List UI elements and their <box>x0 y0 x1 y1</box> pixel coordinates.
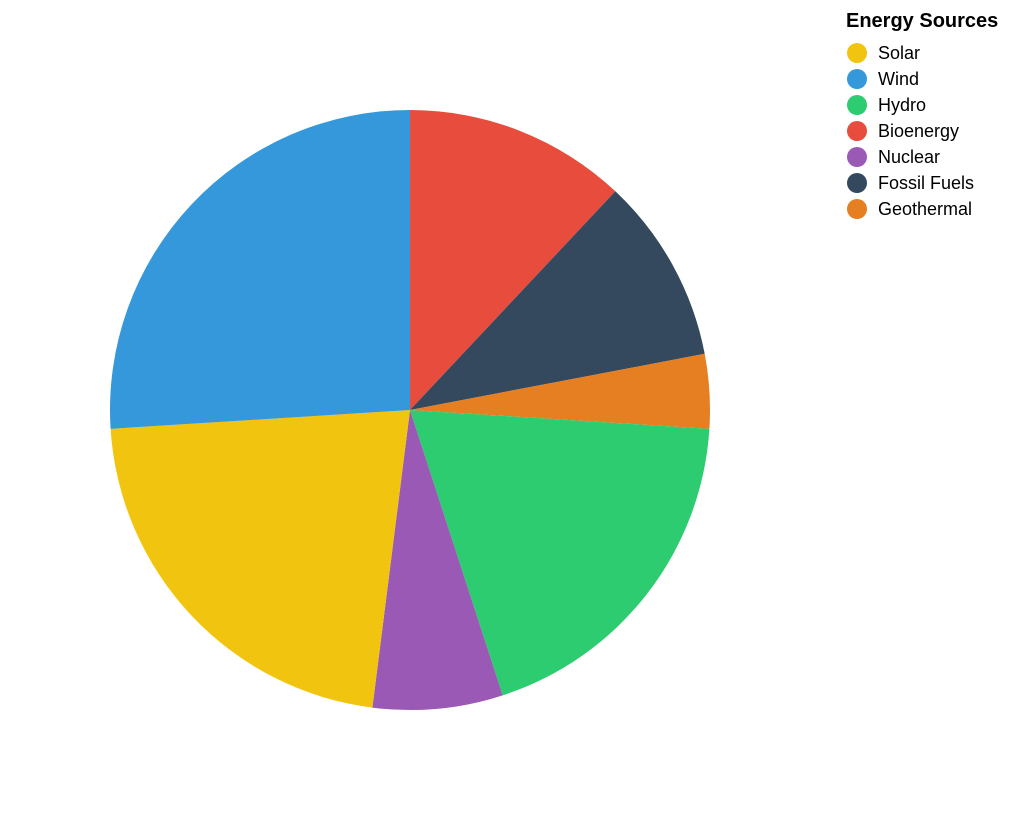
legend-item[interactable]: Geothermal <box>846 196 1022 222</box>
legend-item[interactable]: Bioenergy <box>846 118 1022 144</box>
legend-label: Wind <box>878 68 920 89</box>
legend-label: Nuclear <box>878 146 941 167</box>
pie-slice-hydro[interactable] <box>410 410 710 696</box>
legend-item[interactable]: Fossil Fuels <box>846 170 1022 196</box>
legend-swatch <box>847 199 867 219</box>
legend-label: Hydro <box>878 94 927 115</box>
legend-title: Energy Sources <box>846 10 999 32</box>
pie-slice-geothermal[interactable] <box>410 353 711 429</box>
pie-slice-bioenergy[interactable] <box>410 110 616 410</box>
legend-item[interactable]: Hydro <box>846 92 1022 118</box>
legend-items: Solar Wind Hydro Bioenergy Nuclear Fossi… <box>846 40 1022 222</box>
pie-slice-fossil-fuels[interactable] <box>410 191 705 410</box>
pie-slice-solar[interactable] <box>110 410 410 708</box>
legend-swatch <box>847 173 867 193</box>
legend-swatch <box>847 147 867 167</box>
legend-swatch <box>847 121 867 141</box>
pie-slice-nuclear[interactable] <box>372 410 503 710</box>
legend-swatch <box>847 69 867 89</box>
legend: Energy Sources Solar Wind Hydro Bioenerg… <box>846 8 1022 222</box>
legend-item[interactable]: Solar <box>846 40 1022 66</box>
legend-item[interactable]: Nuclear <box>846 144 1022 170</box>
legend-swatch <box>847 43 867 63</box>
legend-label: Fossil Fuels <box>878 172 975 193</box>
legend-label: Geothermal <box>878 198 973 219</box>
pie-slices <box>109 110 711 710</box>
pie-slice-wind[interactable] <box>109 110 410 429</box>
legend-swatch <box>847 95 867 115</box>
legend-item[interactable]: Wind <box>846 66 1022 92</box>
legend-label: Bioenergy <box>878 120 960 141</box>
legend-label: Solar <box>878 42 921 63</box>
